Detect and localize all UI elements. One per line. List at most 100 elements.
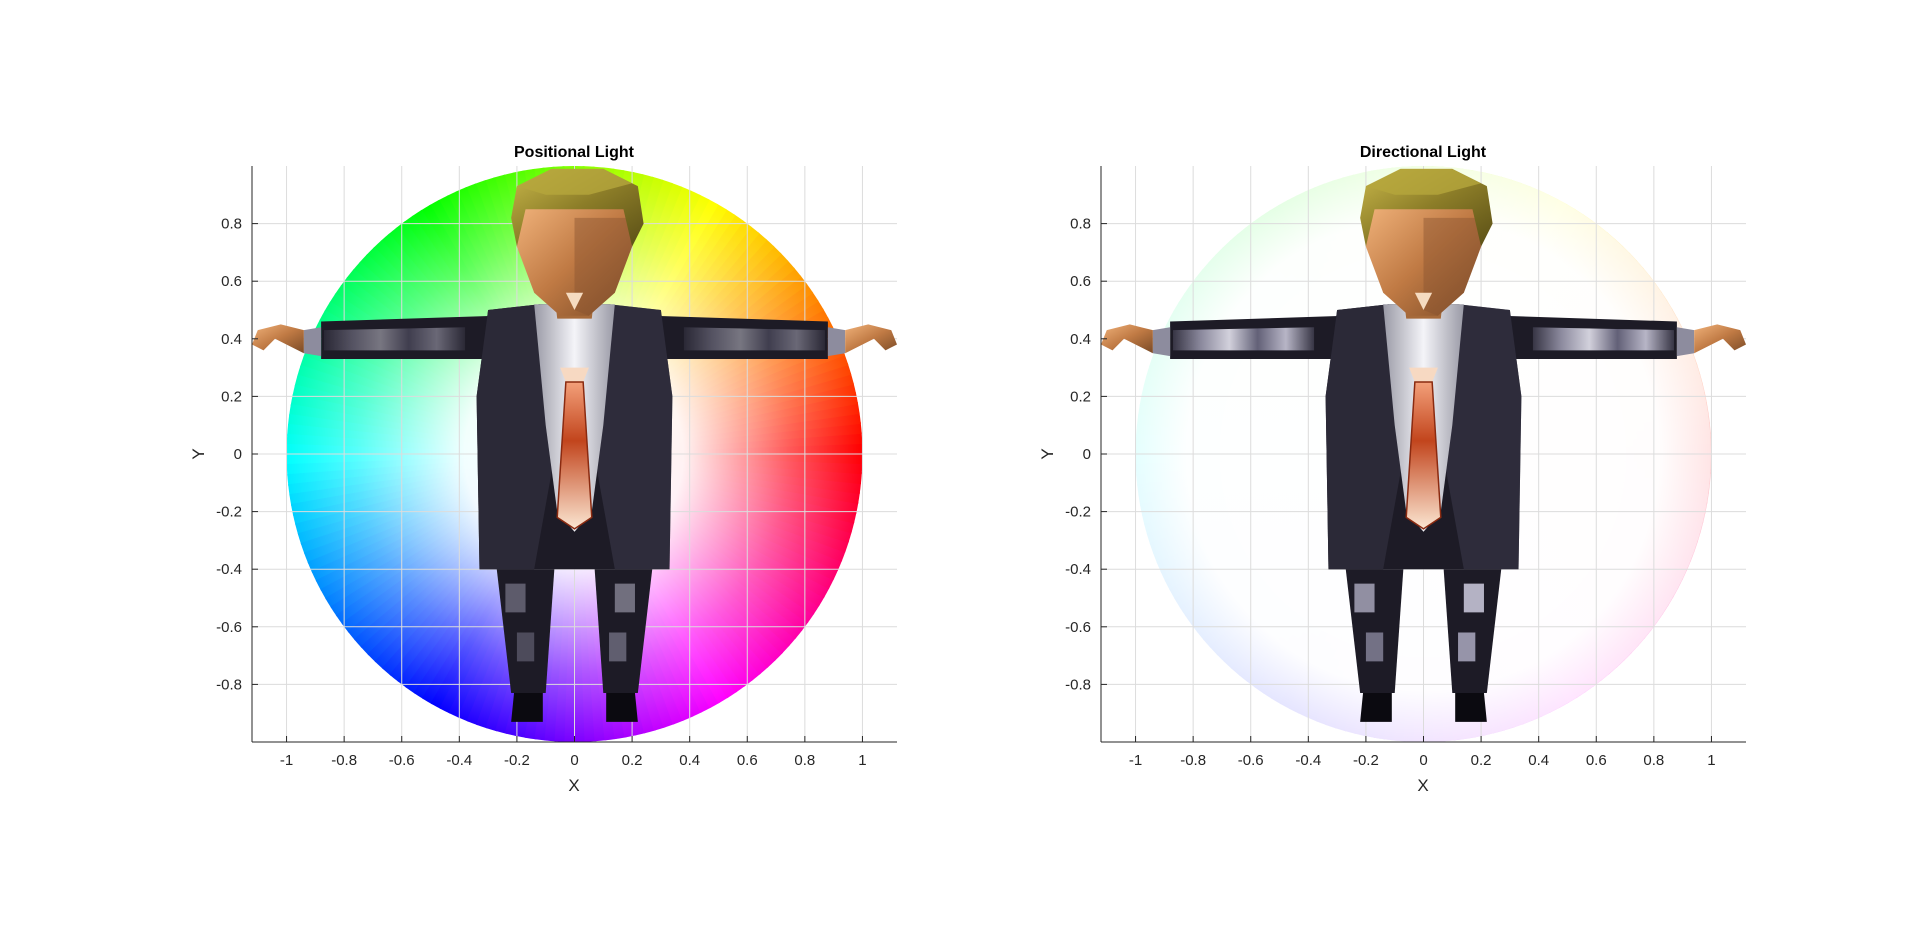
jacket-right-panel [588,304,673,570]
right-leg-band-2 [609,632,627,662]
left-cuff [303,327,322,357]
face [516,206,633,316]
left-sleeve-band [323,327,466,351]
plot-area [252,166,897,742]
jacket-right-panel [1437,304,1522,570]
x-ticks: -1 -0.8 -0.6 -0.4 -0.2 0 0.2 0.4 0.6 0.8 1 [280,736,867,769]
left-leg-band [505,583,526,613]
y-axis-label: Y [189,448,208,459]
x-tick-label: 0.8 [794,752,815,769]
x-tick-label: -0.2 [1353,752,1379,769]
right-cuff [827,327,846,357]
x-tick-label: 0 [1419,752,1427,769]
left-shoe [511,693,543,722]
x-tick-label: -0.8 [331,752,357,769]
grid [1101,166,1746,742]
right-leg-band [614,583,635,613]
x-tick-label: -0.4 [1295,752,1321,769]
x-tick-label: -0.8 [1180,752,1206,769]
left-hand [1101,324,1153,354]
right-leg [1443,569,1502,694]
right-shoe [1455,693,1487,722]
left-cuff [1152,327,1171,357]
y-tick-label: -0.6 [1065,619,1091,636]
x-tick-label: -1 [1129,752,1142,769]
x-tick-label: 0.2 [622,752,643,769]
y-tick-label: 0.2 [221,388,242,405]
right-sleeve-band [1532,327,1675,351]
axes: -1 -0.8 -0.6 -0.4 -0.2 0 0.2 0.4 0.6 0.8 1 -0.8-0.… [216,166,897,769]
axes: -1 -0.8 -0.6 -0.4 -0.2 0 0.2 0.4 0.6 0.8 1 -0.8 -0.… [1065,166,1746,769]
y-tick-label: 0.4 [221,331,242,348]
y-tick-label: -0.4 [1065,561,1091,578]
x-tick-label: -0.6 [1238,752,1264,769]
tie [556,381,593,530]
x-tick-label: 0.4 [1528,752,1549,769]
figure-model [1101,168,1746,722]
x-tick-label: 0.2 [1471,752,1492,769]
right-cuff [1676,327,1695,357]
hair-top [1365,168,1482,195]
left-hand [252,324,304,354]
tie-knot [1409,367,1438,382]
tie [1405,381,1442,530]
y-tick-label: 0.8 [221,216,242,233]
y-tick-label: -0.8 [216,676,242,693]
left-leg-band-2 [1365,632,1384,662]
y-tick-label: -0.2 [1065,504,1091,521]
jacket-left-panel [1325,304,1410,570]
left-leg-band-2 [516,632,535,662]
right-shoe [606,693,638,722]
x-tick-label: 0.6 [737,752,758,769]
x-axis-label: X [568,776,579,795]
y-tick-label: 0.6 [221,273,242,290]
x-tick-label: 0.6 [1586,752,1607,769]
hair-top [516,168,633,195]
panel-directional: -1 -0.8 -0.6 -0.4 -0.2 0 0.2 0.4 0.6 0.8 1 -0.8 -0.… [1038,144,1746,795]
chart-title: Positional Light [514,144,635,161]
y-axis-label: Y [1038,448,1057,459]
x-tick-label: 1 [1707,752,1715,769]
mouth [565,292,584,310]
chart-title: Directional Light [1360,144,1487,161]
y-tick-label: -0.6 [216,619,242,636]
y-tick-label: -0.2 [216,504,242,521]
x-tick-label: -0.2 [504,752,530,769]
y-tick-label: -0.8 [1065,676,1091,693]
left-shoe [1360,693,1392,722]
y-tick-label: 0.2 [1070,388,1091,405]
plot-area [1101,166,1746,742]
mouth [1414,292,1433,310]
right-hand [845,324,897,354]
jacket-left-panel [476,304,561,570]
face-shade [574,217,633,316]
y-tick-label: 0.6 [1070,273,1091,290]
left-sleeve-band [1172,327,1315,351]
x-ticks: -1 -0.8 -0.6 -0.4 -0.2 0 0.2 0.4 0.6 0.8 1 [1129,736,1716,769]
y-tick-label: 0 [234,446,242,463]
panel-positional: -1 -0.8 -0.6 -0.4 -0.2 0 0.2 0.4 0.6 0.8 1 -0.8-0.… [189,144,897,795]
x-tick-label: 0.4 [679,752,700,769]
face [1365,206,1482,316]
figure-model [252,168,897,722]
x-axis-label: X [1417,776,1428,795]
y-ticks: -0.8 -0.6 -0.4 -0.2 0 0.2 0.4 0.6 0.8 [216,216,258,693]
right-leg-band-2 [1458,632,1476,662]
y-tick-label: 0.8 [1070,216,1091,233]
right-leg-band [1463,583,1484,613]
x-tick-label: -0.6 [389,752,415,769]
right-sleeve-band [683,327,826,351]
y-ticks: -0.8 -0.6 -0.4 -0.2 0 0.2 0.4 0.6 0.8 [1065,216,1107,693]
x-tick-label: 0.8 [1643,752,1664,769]
y-tick-label: -0.4 [216,561,242,578]
x-tick-label: -1 [280,752,293,769]
y-tick-label: 0 [1083,446,1091,463]
face-shade [1423,217,1482,316]
x-tick-label: 1 [858,752,866,769]
right-hand [1694,324,1746,354]
x-tick-label: -0.4 [446,752,472,769]
x-tick-label: 0 [570,752,578,769]
right-leg [594,569,653,694]
left-leg-band [1354,583,1375,613]
